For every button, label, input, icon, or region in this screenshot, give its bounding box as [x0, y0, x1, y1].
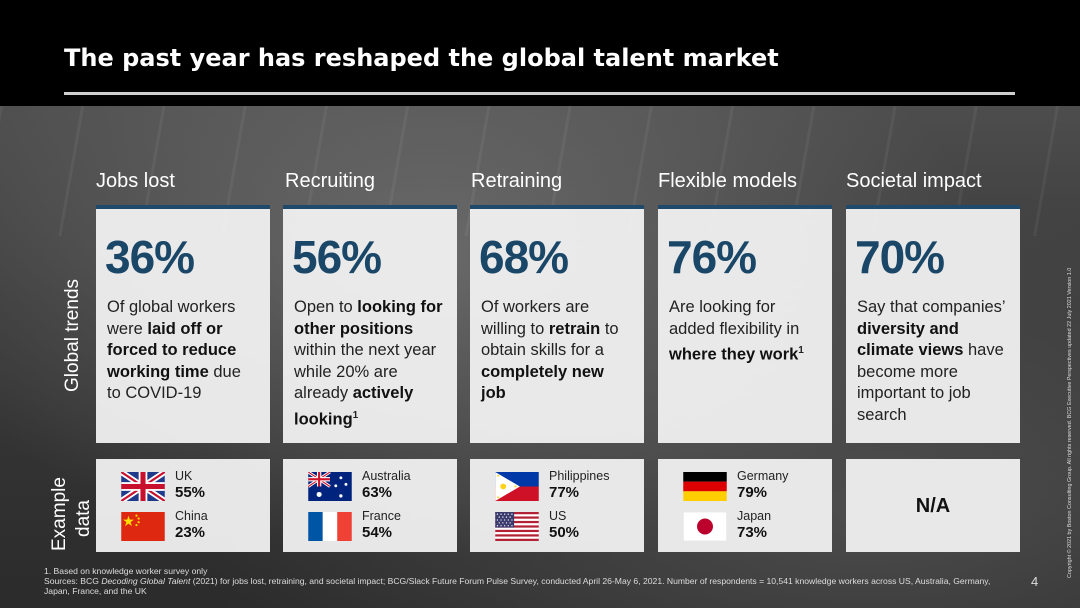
example-country: Germany	[737, 469, 789, 483]
japan-flag-icon	[683, 512, 727, 541]
page-title: The past year has reshaped the global ta…	[64, 44, 779, 72]
trend-card: 68% Of workers are willing to retrain to …	[470, 205, 644, 443]
column-heading: Retraining	[471, 170, 563, 192]
example-data-card: Philippines 77% US 50%	[470, 459, 644, 552]
emphasis-text: completely new job	[481, 362, 604, 403]
example-value: 55%	[175, 484, 206, 501]
row-label-example-line1: Example	[49, 477, 70, 551]
emphasis-text: looking for other positions	[294, 298, 443, 338]
description-text: Are looking for added flexibility in	[669, 298, 800, 338]
trend-percentage: 36%	[105, 231, 195, 283]
france-flag-icon	[308, 512, 352, 541]
copyright-notice: Copyright © 2021 by Boston Consulting Gr…	[1067, 267, 1073, 578]
column-heading: Recruiting	[285, 170, 376, 192]
trend-percentage: 56%	[292, 231, 382, 283]
description-text: Say that companies’	[857, 298, 1005, 316]
trend-description: Say that companies’ diversity and climat…	[857, 297, 1008, 426]
title-bar: The past year has reshaped the global ta…	[0, 0, 1080, 106]
page-number: 4	[1031, 574, 1039, 589]
emphasis-text: where they work	[669, 345, 799, 364]
australia-flag-icon	[308, 472, 352, 501]
us-flag-icon	[495, 512, 539, 541]
trend-card: 70% Say that companies’ diversity and cli…	[846, 205, 1020, 443]
germany-flag-icon	[683, 472, 727, 501]
description-text: Of workers are willing to	[481, 298, 590, 338]
example-country: Japan	[737, 509, 772, 523]
example-country: Philippines	[549, 469, 610, 483]
column-heading: Societal impact	[846, 170, 982, 192]
footnote-marker: 1	[798, 345, 804, 356]
emphasis-text: actively looking	[294, 384, 414, 428]
example-country: France	[362, 509, 401, 523]
example-value: 73%	[737, 524, 768, 541]
footnote-marker: 1	[352, 409, 359, 421]
description-text: Open to	[294, 298, 358, 316]
trend-card: 56% Open to looking for other positions w…	[283, 205, 457, 443]
uk-flag-icon	[121, 472, 165, 501]
trend-description: Of workers are willing to retrain to obt…	[481, 297, 632, 405]
footer-notes: 1. Based on knowledge worker survey only…	[44, 566, 1004, 597]
example-country: UK	[175, 469, 193, 483]
row-label-example-line2: data	[73, 500, 94, 537]
example-value: 23%	[175, 524, 206, 541]
emphasis-text: diversity and climate views	[857, 319, 964, 360]
philippines-flag-icon	[495, 472, 539, 501]
row-label-example-data: Example data	[48, 477, 96, 551]
trend-percentage: 76%	[667, 231, 757, 283]
description-text: have become more important to job search	[857, 341, 1004, 424]
footnote: 1. Based on knowledge worker survey only	[44, 566, 208, 576]
trend-description: Open to looking for other positions with…	[294, 297, 445, 431]
column-heading: Jobs lost	[96, 170, 175, 192]
description-text: Of global workers were	[107, 298, 236, 338]
example-value: 77%	[549, 484, 580, 501]
china-flag-icon	[121, 512, 165, 541]
example-value: 79%	[737, 484, 768, 501]
not-available-label: N/A	[915, 495, 951, 517]
example-value: 63%	[362, 484, 393, 501]
trend-card: 36% Of global workers were laid off or fo…	[96, 205, 270, 443]
example-data-card: Germany 79% Japan 73%	[658, 459, 832, 552]
column-heading: Flexible models	[658, 170, 797, 192]
sources: Sources: BCG Decoding Global Talent (202…	[44, 576, 991, 597]
example-data-card: N/A	[846, 459, 1020, 552]
example-value: 50%	[549, 524, 580, 541]
trend-card: 76% Are looking for added flexibility in …	[658, 205, 832, 443]
trend-description: Are looking for added flexibility in whe…	[669, 297, 820, 366]
row-label-global-trends: Global trends	[62, 278, 83, 392]
title-rule	[64, 92, 1015, 95]
trend-percentage: 68%	[479, 231, 569, 283]
example-country: Australia	[362, 469, 411, 483]
emphasis-text: retrain	[548, 319, 601, 338]
example-data-card: UK 55% China 23%	[96, 459, 270, 552]
description-text: within the next year while 20% are alrea…	[294, 341, 437, 402]
trend-percentage: 70%	[855, 231, 945, 283]
example-country: US	[549, 509, 567, 523]
example-data-card: Australia 63% France 54%	[283, 459, 457, 552]
description-text: to obtain skills for a	[481, 319, 619, 360]
example-value: 54%	[362, 524, 393, 541]
example-country: China	[175, 509, 208, 523]
trend-description: Of global workers were laid off or force…	[107, 297, 258, 405]
emphasis-text: laid off or forced to reduce working tim…	[107, 319, 237, 381]
description-text: due to COVID-19	[107, 362, 241, 403]
